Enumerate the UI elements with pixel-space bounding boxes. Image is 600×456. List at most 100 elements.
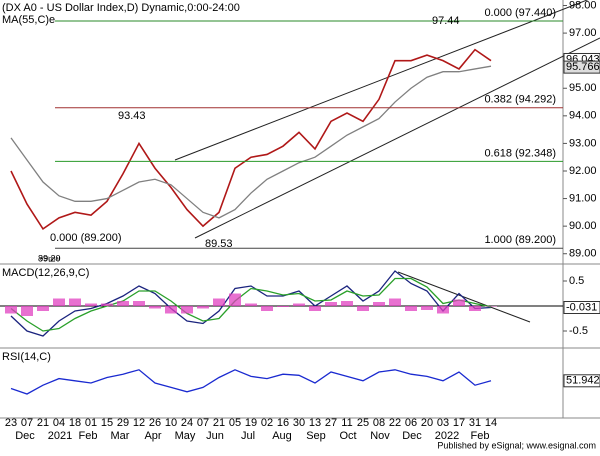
x-month-label: Nov	[370, 430, 390, 442]
series-line	[10, 277, 492, 332]
price-tag-label: 95.766	[566, 61, 600, 73]
series-line	[10, 369, 492, 395]
series-line	[10, 270, 492, 337]
x-tick-label: 16	[277, 417, 289, 429]
histogram-bar	[277, 306, 289, 307]
y-tick-label: 95.00	[569, 82, 597, 94]
histogram-bar	[21, 306, 33, 316]
series-line	[10, 65, 492, 219]
x-tick-label: 29	[117, 417, 129, 429]
series-line	[10, 48, 492, 231]
x-tick-label: 07	[21, 417, 33, 429]
panel-title: RSI(14,C)	[2, 351, 51, 363]
histogram-bar	[389, 298, 401, 306]
fib-label: 0.382 (94.292)	[484, 94, 556, 106]
x-month-label: Feb	[79, 430, 98, 442]
histogram-bar	[181, 306, 193, 314]
x-tick-label: 04	[53, 417, 65, 429]
y-tick-label: -0.5	[569, 325, 588, 337]
watermark: eSignal	[40, 257, 60, 263]
y-tick-label: 89.00	[569, 248, 597, 260]
fib-label: 0.618 (92.348)	[484, 147, 556, 159]
panel-title: MACD(12,26,9,C)	[2, 267, 89, 279]
value-tag	[563, 301, 600, 314]
histogram-bar	[437, 306, 449, 314]
x-tick-label: 14	[485, 417, 497, 429]
y-tick-label: 98.00	[569, 0, 597, 11]
x-tick-label: 25	[357, 417, 369, 429]
histogram-bar	[453, 299, 465, 306]
annotation: 97.44	[432, 15, 460, 27]
histogram-bar	[117, 301, 129, 306]
annotation: 89.53	[205, 238, 233, 250]
x-tick-label: 11	[341, 417, 352, 429]
x-month-label: Jul	[241, 430, 255, 442]
x-tick-label: 15	[101, 417, 113, 429]
x-month-label: Oct	[339, 430, 356, 442]
chart-title: (DX A0 - US Dollar Index,D) Dynamic,0:00…	[2, 2, 240, 14]
histogram-bar	[197, 306, 209, 309]
fib-label: 0.000 (97.440)	[484, 7, 556, 19]
annotation: 93.43	[118, 110, 146, 122]
histogram-bar	[165, 306, 177, 314]
y-tick-label: 94.00	[569, 110, 597, 122]
value-tag	[563, 374, 600, 388]
x-tick-label: 07	[197, 417, 209, 429]
x-tick-label: 17	[453, 417, 465, 429]
value-tag-label: 51.942	[566, 375, 600, 387]
x-month-label: Dec	[15, 430, 35, 442]
histogram-bar	[373, 302, 385, 306]
histogram-bar	[325, 302, 337, 306]
y-tick-label: 93.00	[569, 137, 597, 149]
histogram-bar	[405, 306, 417, 311]
histogram-bar	[69, 298, 81, 306]
histogram-bar	[213, 298, 225, 306]
x-month-label: Dec	[402, 430, 422, 442]
histogram-bar	[309, 306, 321, 311]
x-tick-label: 21	[37, 417, 49, 429]
y-tick-label: 0.5	[569, 275, 584, 287]
x-month-label: Mar	[111, 430, 130, 442]
x-month-label: Aug	[272, 430, 292, 442]
x-tick-label: 27	[325, 417, 337, 429]
y-tick-label: 92.00	[569, 165, 597, 177]
x-tick-label: 31	[469, 417, 481, 429]
x-month-label: Sep	[306, 430, 326, 442]
x-tick-label: 10	[165, 417, 177, 429]
histogram-bar	[421, 306, 433, 310]
x-tick-label: 20	[421, 417, 433, 429]
histogram-bar	[485, 306, 497, 307]
x-month-label: Jun	[206, 430, 224, 442]
x-tick-label: 21	[213, 417, 225, 429]
y-tick-label: 97.00	[569, 27, 597, 39]
x-tick-label: 03	[437, 417, 449, 429]
x-tick-label: 02	[261, 417, 273, 429]
x-month-label: 2022	[435, 430, 459, 442]
value-tag-label: -0.031	[566, 301, 597, 313]
x-month-label: 2021	[48, 430, 72, 442]
trend-line	[397, 271, 531, 323]
x-tick-label: 01	[85, 417, 97, 429]
histogram-bar	[85, 303, 97, 306]
histogram-bar	[5, 306, 17, 314]
histogram-bar	[101, 303, 113, 306]
x-tick-label: 13	[309, 417, 321, 429]
x-tick-label: 23	[5, 417, 17, 429]
histogram-bar	[133, 301, 145, 306]
channel-line	[194, 37, 600, 239]
histogram-bar	[149, 306, 161, 309]
histogram-bar	[293, 303, 305, 306]
fib-label: 1.000 (89.200)	[484, 234, 556, 246]
x-tick-label: 08	[373, 417, 385, 429]
x-tick-label: 19	[245, 417, 257, 429]
x-tick-label: 12	[133, 417, 145, 429]
histogram-bar	[229, 293, 241, 306]
x-month-label: May	[175, 430, 196, 442]
histogram-bar	[37, 306, 49, 311]
histogram-bar	[341, 301, 353, 306]
indicator-label: MA(55,C)e	[2, 14, 55, 26]
price-tag	[563, 60, 600, 74]
x-month-label: Apr	[144, 430, 161, 442]
x-tick-label: 26	[149, 417, 161, 429]
